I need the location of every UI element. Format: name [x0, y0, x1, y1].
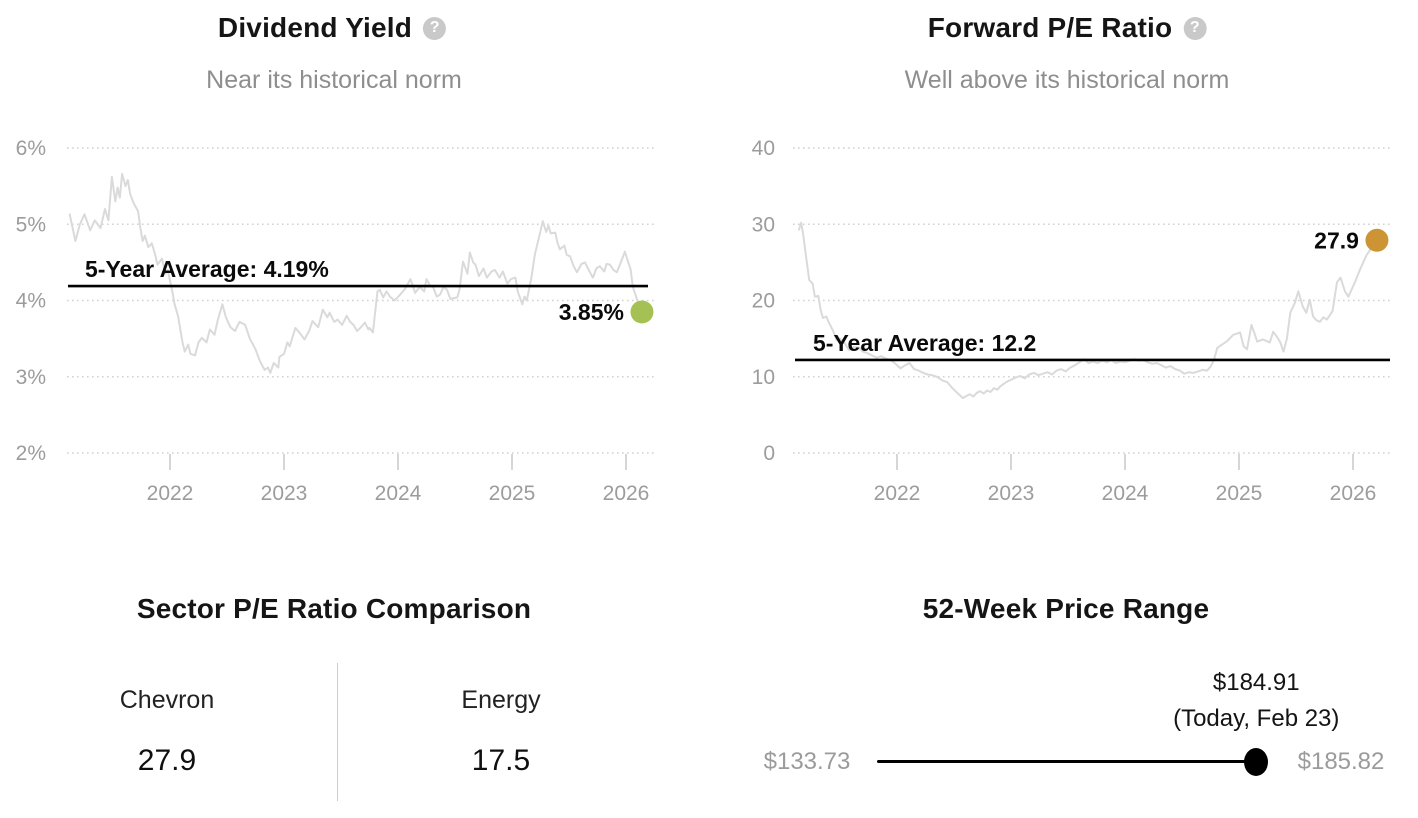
x-axis-label: 2024 [375, 482, 422, 505]
dividend-yield-chart: 6% 5% 4% 3% 2% 2022 2023 2024 2025 2026 5-Year Ave… [16, 137, 655, 505]
current-value-dot [630, 300, 654, 324]
average-label: 5-Year Average: 4.19% [85, 256, 329, 282]
current-value-label: 27.9 [1314, 227, 1359, 253]
question-mark-icon[interactable]: ? [423, 16, 447, 40]
x-axis-label: 2026 [1330, 482, 1377, 505]
range-low-label: $133.73 [763, 748, 851, 775]
series-line [798, 221, 1378, 400]
comparison-value-chevron: 27.9 [137, 744, 197, 777]
current-price-dot [1244, 748, 1269, 776]
x-axis-label: 2025 [1216, 482, 1263, 505]
y-axis-label: 20 [752, 290, 775, 313]
question-mark-icon[interactable]: ? [1183, 16, 1207, 40]
x-axis-label: 2024 [1102, 482, 1149, 505]
sector-pe-comparison-panel: Sector P/E Ratio Comparison Chevron 27.9… [0, 560, 709, 818]
y-axis-label: 5% [16, 213, 46, 236]
x-axis-label: 2023 [261, 482, 308, 505]
y-axis-label: 40 [752, 137, 775, 160]
forward-pe-chart: 40 30 20 10 0 2022 2023 2024 2025 2026 5-Year Aver… [752, 137, 1390, 505]
panel-subtitle: Well above its historical norm [904, 66, 1230, 94]
panel-title: Forward P/E Ratio [927, 12, 1173, 43]
panel-title: Dividend Yield [217, 12, 413, 43]
comparison-value-energy: 17.5 [471, 744, 531, 777]
x-axis-label: 2022 [147, 482, 194, 505]
x-axis-label: 2026 [603, 482, 650, 505]
y-axis-label: 0 [763, 442, 775, 465]
forward-pe-panel: 40 30 20 10 0 2022 2023 2024 2025 2026 5-Year Aver… [709, 0, 1418, 560]
panel-title: Sector P/E Ratio Comparison [136, 593, 532, 624]
x-axis-label: 2025 [489, 482, 536, 505]
current-price-date: (Today, Feb 23) [1173, 705, 1340, 732]
range-high-label: $185.82 [1297, 748, 1385, 775]
y-axis-label: 4% [16, 290, 46, 313]
column-divider [337, 663, 338, 801]
price-range-panel: 52-Week Price Range $184.91 (Today, Feb … [709, 560, 1418, 818]
comparison-label-energy: Energy [461, 686, 541, 714]
current-value-dot [1365, 228, 1389, 252]
y-axis-label: 30 [752, 213, 775, 236]
y-axis-label: 6% [16, 137, 46, 160]
panel-title: 52-Week Price Range [922, 593, 1210, 624]
current-value-label: 3.85% [559, 299, 624, 325]
current-price-label: $184.91 [1212, 669, 1300, 696]
x-axis-label: 2022 [874, 482, 921, 505]
comparison-label-chevron: Chevron [119, 686, 215, 714]
y-axis-label: 10 [752, 366, 775, 389]
dividend-yield-panel: 6% 5% 4% 3% 2% 2022 2023 2024 2025 2026 5-Year Ave… [0, 0, 709, 560]
price-range-line [877, 760, 1257, 763]
x-axis-label: 2023 [988, 482, 1035, 505]
panel-subtitle: Near its historical norm [206, 66, 462, 94]
average-label: 5-Year Average: 12.2 [813, 330, 1036, 356]
series-line [68, 172, 643, 374]
y-axis-label: 2% [16, 442, 46, 465]
y-axis-label: 3% [16, 366, 46, 389]
